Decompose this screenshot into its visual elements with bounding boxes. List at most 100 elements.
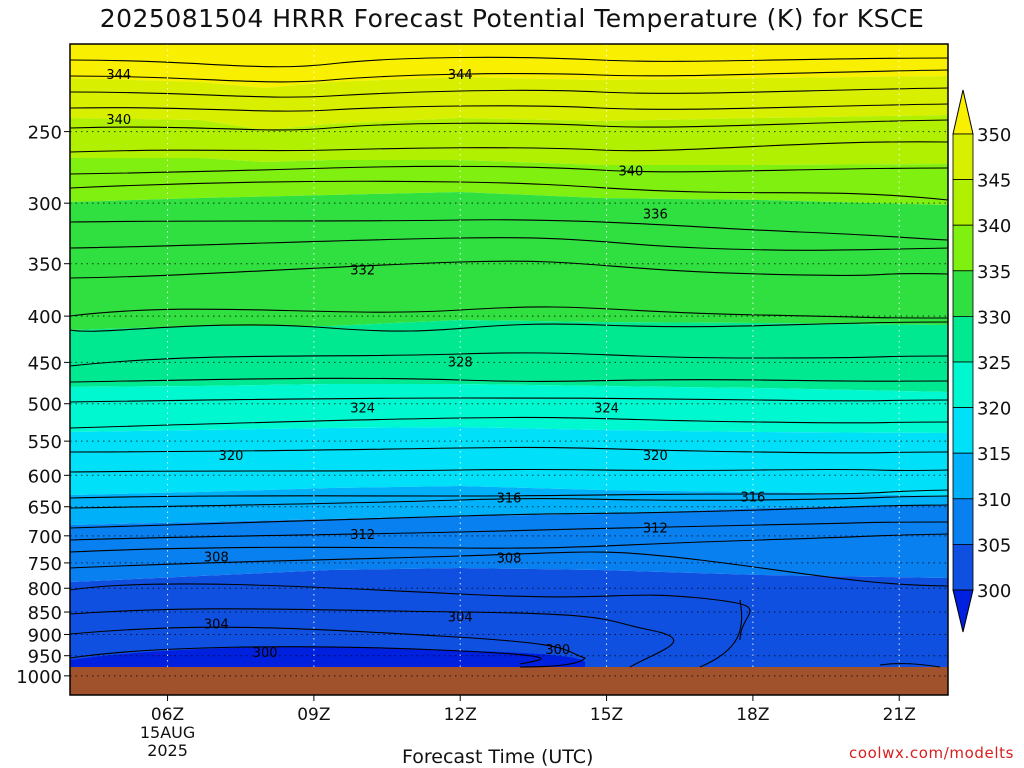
x-tick-label-15Z: 15Z xyxy=(590,705,623,725)
contour-line-1 xyxy=(69,69,949,83)
contour-line-2 xyxy=(69,87,949,98)
contour-line-13 xyxy=(69,352,949,367)
contour-line-29 xyxy=(699,599,743,668)
contour-label-14: 312 xyxy=(643,521,668,536)
colorbar-top-arrow xyxy=(952,89,974,135)
contour-label-19: 300 xyxy=(253,646,278,661)
contour-line-25 xyxy=(69,583,751,641)
contour-label-16: 308 xyxy=(497,552,522,567)
contour-label-8: 324 xyxy=(594,402,619,417)
contour-line-26 xyxy=(69,608,675,668)
colorbar-label-350: 350 xyxy=(977,125,1011,146)
y-tick-label-600: 600 xyxy=(28,466,62,487)
colorbar-segment-3 xyxy=(952,270,974,317)
colorbar-label-330: 330 xyxy=(977,307,1011,328)
contour-label-12: 316 xyxy=(740,490,765,505)
y-tick-label-250: 250 xyxy=(28,123,62,144)
ground xyxy=(70,667,948,695)
y-tick-label-400: 400 xyxy=(28,307,62,328)
y-tick-label-800: 800 xyxy=(28,579,62,600)
band-300-pocket xyxy=(70,646,585,667)
contour-line-15 xyxy=(69,397,949,403)
contour-line-11 xyxy=(69,306,949,319)
contour-line-18 xyxy=(69,468,949,473)
contour-label-15: 308 xyxy=(204,551,229,566)
contour-label-9: 320 xyxy=(219,449,244,464)
x-tick-label-21Z: 21Z xyxy=(883,705,916,725)
contour-line-20 xyxy=(69,495,949,509)
colorbar-label-340: 340 xyxy=(977,216,1011,237)
colorbar-label-325: 325 xyxy=(977,353,1011,374)
contour-label-1: 344 xyxy=(448,68,473,83)
contour-line-24 xyxy=(69,551,949,587)
contour-line-7 xyxy=(69,180,949,201)
contour-label-18: 304 xyxy=(448,611,473,626)
y-tick-label-650: 650 xyxy=(28,498,62,519)
contour-line-30 xyxy=(879,662,941,668)
contour-line-6 xyxy=(69,165,949,175)
contour-line-27 xyxy=(69,626,586,668)
x-tick-label-18Z: 18Z xyxy=(736,705,769,725)
contour-lines xyxy=(69,56,949,668)
contour-label-6: 328 xyxy=(448,355,473,370)
contour-line-5 xyxy=(69,141,949,153)
contour-line-22 xyxy=(69,521,949,541)
colorbar-bottom-arrow xyxy=(952,589,974,633)
plot-frame xyxy=(69,43,949,696)
colorbar-segment-2 xyxy=(952,224,974,272)
contour-label-4: 336 xyxy=(643,208,668,223)
colorbar-segment-8 xyxy=(952,498,974,545)
contour-line-12 xyxy=(69,321,949,332)
contour-label-2: 340 xyxy=(106,113,131,128)
x-tick-sublabel-0: 15AUG xyxy=(140,723,195,742)
contour-label-11: 316 xyxy=(497,492,522,507)
contour-line-8 xyxy=(69,219,949,241)
contour-line-3 xyxy=(69,103,949,112)
contour-line-4 xyxy=(69,119,949,131)
contour-label-20: 300 xyxy=(545,643,570,658)
y-tick-label-350: 350 xyxy=(28,255,62,276)
colorbar-label-335: 335 xyxy=(977,262,1011,283)
contour-labels: 344 344 340 340 336 332 328 324 324 320 320 316 316 3… xyxy=(106,68,765,661)
y-tick-label-900: 900 xyxy=(28,625,62,646)
y-tick-label-850: 850 xyxy=(28,603,62,624)
band-0 xyxy=(70,44,948,88)
colorbar-segment-4 xyxy=(952,315,974,363)
colorbar-label-305: 305 xyxy=(977,535,1011,556)
colorbar-label-345: 345 xyxy=(977,171,1011,192)
contour-line-28 xyxy=(69,646,542,665)
colorbar-segment-1 xyxy=(952,179,974,226)
x-axis-label: Forecast Time (UTC) xyxy=(402,746,594,768)
contour-line-14 xyxy=(69,377,949,383)
y-tick-label-700: 700 xyxy=(28,527,62,548)
colorbar-segment-0 xyxy=(952,133,974,180)
contour-label-5: 332 xyxy=(350,263,375,278)
contour-line-10 xyxy=(69,260,949,279)
colorbar-segment-7 xyxy=(952,452,974,500)
y-tick-label-1000: 1000 xyxy=(16,667,62,688)
filled-bands xyxy=(70,44,948,695)
band-9 xyxy=(70,505,948,582)
colorbar-segment-5 xyxy=(952,361,974,408)
colorbar-label-300: 300 xyxy=(977,581,1011,602)
y-tick-label-550: 550 xyxy=(28,432,62,453)
contour-line-21 xyxy=(69,504,949,529)
contour-label-17: 304 xyxy=(204,617,229,632)
y-tick-label-750: 750 xyxy=(28,554,62,575)
contour-line-23 xyxy=(69,533,949,553)
credit-link[interactable]: coolwx.com/modelts xyxy=(849,744,1014,762)
colorbar: 350 345 340 335 330 325 320 315 310 305 300 xyxy=(952,89,1011,633)
x-tick-sublabel-1: 2025 xyxy=(147,741,188,760)
contour-label-0: 344 xyxy=(106,68,131,83)
y-tick-label-300: 300 xyxy=(28,194,62,215)
contour-line-9 xyxy=(69,237,949,251)
contour-line-19 xyxy=(69,489,949,499)
y-axis: 2503003504004505005506006507007508008509… xyxy=(16,123,70,688)
colorbar-label-315: 315 xyxy=(977,444,1011,465)
contour-label-10: 320 xyxy=(643,449,668,464)
band-305-pocket xyxy=(70,577,824,667)
y-tick-label-450: 450 xyxy=(28,353,62,374)
contour-label-7: 324 xyxy=(350,402,375,417)
